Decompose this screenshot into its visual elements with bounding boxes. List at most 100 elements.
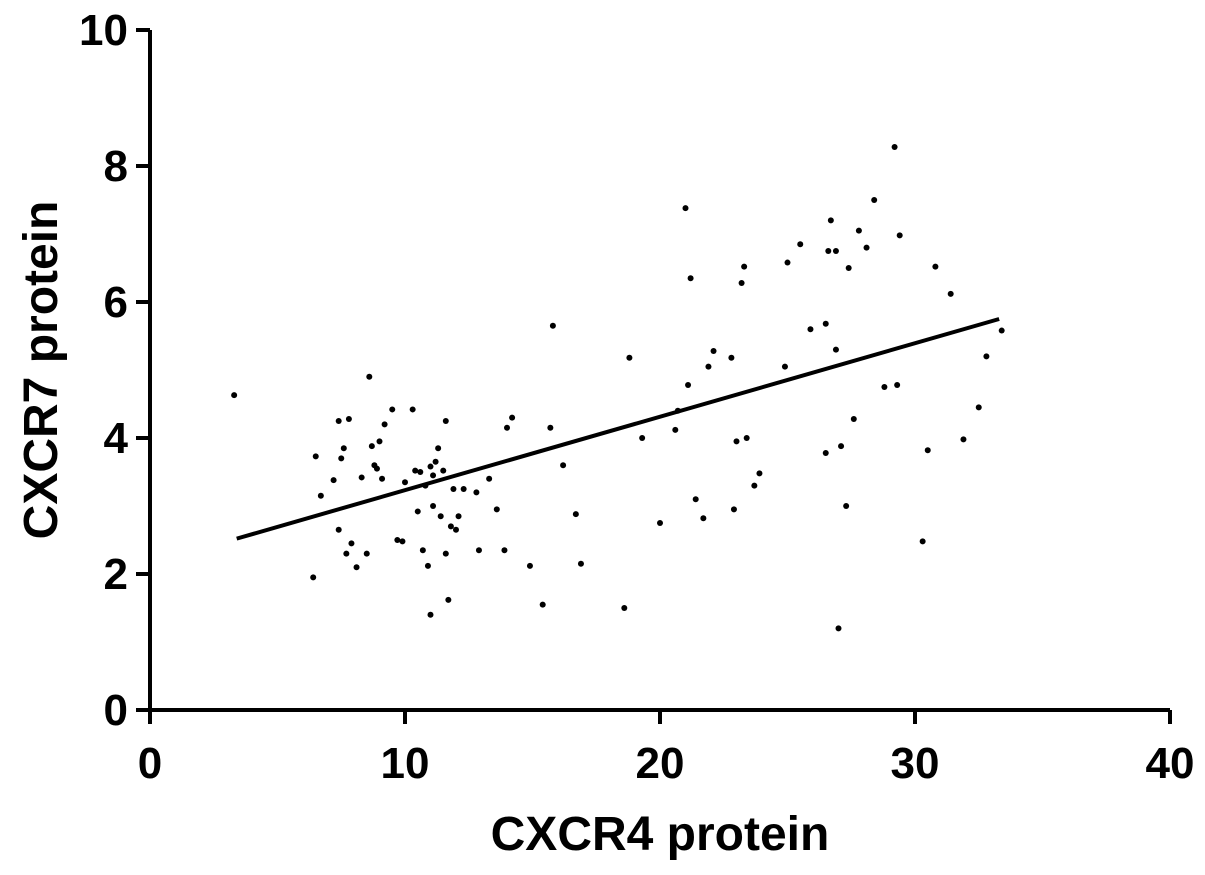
data-point: [705, 363, 712, 370]
data-point: [381, 421, 388, 428]
data-point: [784, 259, 791, 266]
data-point: [539, 601, 546, 608]
data-point: [743, 435, 750, 441]
y-ticks: 0 2 4 6 8 10: [79, 6, 150, 735]
data-point: [427, 463, 434, 470]
data-point: [730, 506, 737, 513]
data-point: [728, 354, 735, 361]
y-tick-label: 6: [104, 278, 128, 327]
y-tick-label: 0: [104, 686, 128, 735]
data-point: [733, 438, 740, 445]
data-point: [450, 486, 457, 492]
data-point: [700, 515, 707, 522]
data-point: [427, 611, 434, 618]
x-axis-title: CXCR4 protein: [491, 808, 830, 861]
data-point: [501, 547, 508, 554]
data-point: [440, 467, 447, 474]
data-point: [409, 406, 416, 413]
data-point: [442, 418, 449, 424]
data-point: [460, 486, 467, 492]
x-tick-label: 0: [138, 739, 162, 788]
data-point: [475, 547, 482, 554]
data-point: [983, 353, 990, 360]
data-point: [340, 445, 347, 452]
y-tick-label: 10: [79, 6, 128, 55]
data-point: [430, 503, 437, 509]
data-point: [447, 523, 454, 530]
x-ticks: 0 10 20 30 40: [138, 710, 1195, 788]
data-point: [626, 354, 633, 361]
x-tick-label: 40: [1146, 739, 1195, 788]
data-point: [509, 414, 516, 421]
data-point: [832, 346, 839, 353]
data-point: [358, 474, 365, 481]
data-point: [504, 424, 510, 431]
data-point: [437, 513, 444, 520]
data-point: [373, 465, 380, 472]
data-point: [682, 205, 689, 212]
data-point: [947, 290, 954, 297]
data-point: [822, 320, 829, 327]
data-point: [379, 475, 386, 482]
data-point: [486, 475, 493, 482]
data-point: [317, 492, 324, 499]
data-point: [850, 415, 857, 422]
data-point: [376, 438, 383, 445]
data-point: [825, 248, 832, 254]
data-point: [797, 241, 804, 248]
data-point: [998, 327, 1005, 334]
data-point: [781, 363, 788, 370]
data-point: [843, 503, 850, 509]
axes: [148, 30, 1170, 712]
data-point: [338, 455, 345, 462]
data-point: [402, 479, 408, 486]
data-point: [832, 248, 839, 254]
data-point: [845, 265, 852, 271]
data-point: [657, 520, 663, 526]
data-point: [343, 550, 350, 557]
data-point: [231, 392, 238, 399]
data-point: [871, 197, 878, 203]
regression-line: [236, 317, 1000, 541]
data-point: [430, 472, 437, 479]
data-point: [310, 574, 317, 581]
data-point: [756, 470, 763, 477]
data-point: [417, 469, 424, 475]
data-point: [493, 506, 500, 513]
data-point: [442, 550, 449, 557]
data-point: [827, 217, 834, 224]
data-point: [751, 482, 758, 489]
data-point: [455, 513, 462, 520]
data-point: [855, 227, 862, 234]
data-point: [894, 381, 901, 388]
data-point: [896, 232, 903, 239]
y-tick-label: 8: [104, 142, 128, 191]
data-point: [363, 550, 370, 557]
data-point: [424, 562, 431, 569]
data-point: [312, 453, 319, 460]
data-point: [685, 381, 692, 388]
data-point: [560, 462, 567, 469]
data-point: [412, 467, 419, 474]
y-axis-title: CXCR7 protein: [15, 201, 68, 540]
data-point: [335, 526, 342, 533]
data-point: [975, 404, 982, 411]
data-point: [881, 384, 888, 390]
data-point: [835, 625, 842, 632]
data-point: [394, 537, 401, 543]
data-point: [335, 418, 342, 424]
data-point: [919, 538, 926, 545]
data-point: [348, 540, 355, 547]
data-point: [414, 508, 421, 515]
data-point: [741, 263, 748, 270]
data-point: [345, 415, 352, 422]
data-point: [738, 279, 745, 286]
data-point: [639, 435, 646, 441]
data-point: [549, 322, 556, 329]
data-point: [710, 347, 717, 354]
data-point: [330, 477, 337, 484]
data-point: [368, 443, 375, 450]
y-tick-label: 2: [104, 550, 128, 599]
data-points: [231, 143, 1005, 632]
